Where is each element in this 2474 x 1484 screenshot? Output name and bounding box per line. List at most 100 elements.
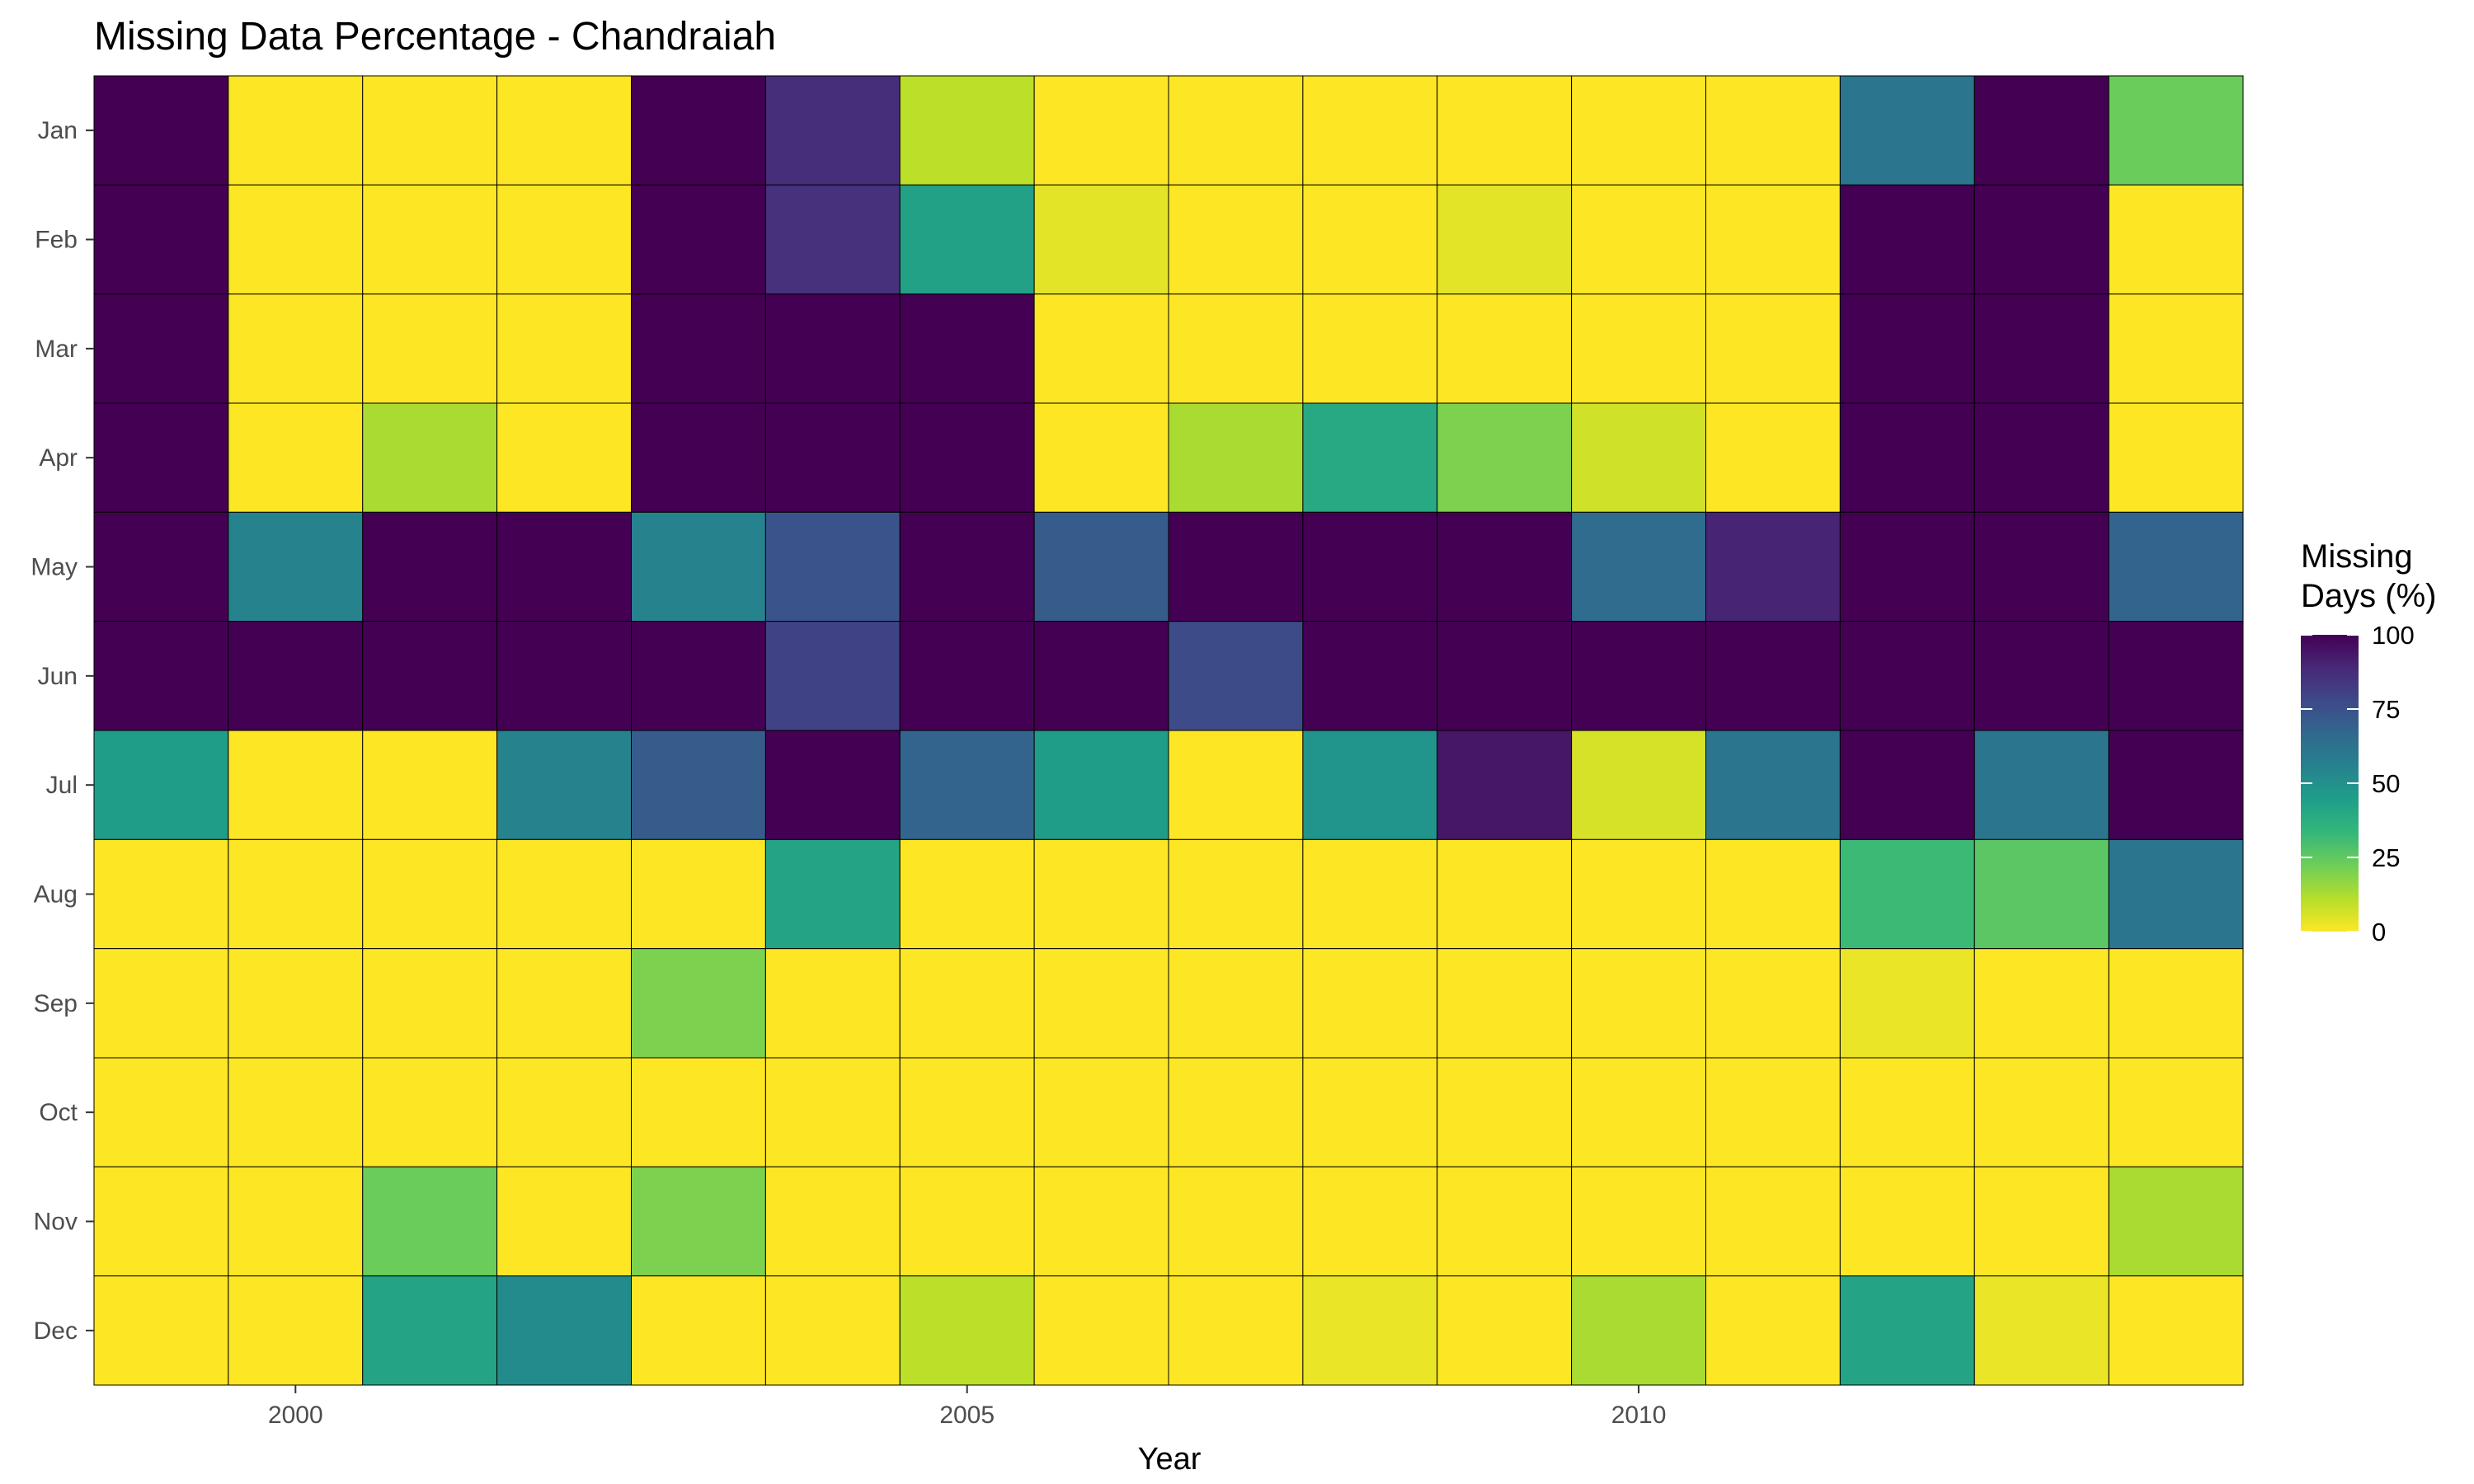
heatmap-cell-apr-2009 bbox=[1437, 402, 1573, 513]
y-tick-label-mar: Mar bbox=[35, 336, 78, 363]
heatmap-cell-oct-2001 bbox=[362, 1057, 498, 1167]
heatmap-cell-oct-2013 bbox=[1973, 1057, 2109, 1167]
heatmap-cell-jan-2001 bbox=[362, 75, 498, 186]
heatmap-cell-feb-2006 bbox=[1033, 184, 1169, 295]
heatmap-cell-dec-1999 bbox=[93, 1275, 229, 1386]
legend-label-25: 25 bbox=[2372, 843, 2400, 872]
heatmap-cell-jul-2004 bbox=[764, 730, 901, 840]
heatmap-cell-jul-2011 bbox=[1705, 730, 1841, 840]
heatmap-cell-mar-2005 bbox=[899, 294, 1035, 404]
heatmap-cell-sep-2000 bbox=[228, 948, 364, 1059]
heatmap-cell-sep-1999 bbox=[93, 948, 229, 1059]
heatmap-cell-jun-2014 bbox=[2108, 621, 2244, 731]
heatmap-cell-jan-2011 bbox=[1705, 75, 1841, 186]
heatmap-cell-dec-2011 bbox=[1705, 1275, 1841, 1386]
heatmap-cell-oct-1999 bbox=[93, 1057, 229, 1167]
heatmap-cell-feb-2001 bbox=[362, 184, 498, 295]
heatmap-cell-jan-2013 bbox=[1973, 75, 2109, 186]
y-tick-label-jan: Jan bbox=[38, 117, 78, 144]
heatmap-cell-may-2014 bbox=[2108, 511, 2244, 622]
heatmap-cell-may-2003 bbox=[631, 511, 766, 622]
heatmap-cell-sep-2013 bbox=[1973, 948, 2109, 1059]
heatmap-cell-sep-2007 bbox=[1168, 948, 1304, 1059]
heatmap-cell-nov-2010 bbox=[1571, 1166, 1706, 1277]
heatmap-cell-oct-2011 bbox=[1705, 1057, 1841, 1167]
heatmap-cell-feb-2004 bbox=[764, 184, 901, 295]
heatmap-cell-may-2010 bbox=[1571, 511, 1706, 622]
heatmap-cell-sep-2004 bbox=[764, 948, 901, 1059]
heatmap-cell-apr-2012 bbox=[1839, 402, 1975, 513]
heatmap-cell-may-2006 bbox=[1033, 511, 1169, 622]
heatmap-cell-nov-2002 bbox=[496, 1166, 632, 1277]
heatmap-cell-oct-2014 bbox=[2108, 1057, 2244, 1167]
heatmap-cell-oct-2002 bbox=[496, 1057, 632, 1167]
legend-title-line-2: Days (%) bbox=[2301, 578, 2436, 614]
heatmap-cell-aug-2005 bbox=[899, 838, 1035, 950]
heatmap-cell-jul-2012 bbox=[1839, 730, 1975, 840]
heatmap-cell-dec-2002 bbox=[496, 1275, 632, 1386]
heatmap-cell-mar-2001 bbox=[362, 294, 498, 404]
heatmap-cell-feb-2014 bbox=[2108, 184, 2244, 295]
heatmap-cell-apr-2002 bbox=[496, 402, 632, 513]
heatmap-cell-mar-2006 bbox=[1033, 294, 1169, 404]
y-tick-label-sep: Sep bbox=[34, 990, 78, 1017]
heatmap-cell-oct-2003 bbox=[631, 1057, 766, 1167]
heatmap-cell-jan-1999 bbox=[93, 75, 229, 186]
x-axis-title: Year bbox=[1138, 1442, 1202, 1477]
heatmap-cell-mar-2012 bbox=[1839, 294, 1975, 404]
heatmap-cell-jul-2003 bbox=[631, 730, 766, 840]
heatmap-cell-sep-2001 bbox=[362, 948, 498, 1059]
heatmap-cell-oct-2006 bbox=[1033, 1057, 1169, 1167]
heatmap-cell-oct-2007 bbox=[1168, 1057, 1304, 1167]
heatmap-cell-may-2007 bbox=[1168, 511, 1304, 622]
heatmap-cell-aug-1999 bbox=[93, 838, 229, 950]
heatmap-cell-mar-2008 bbox=[1302, 294, 1438, 404]
heatmap-cell-oct-2000 bbox=[228, 1057, 364, 1167]
heatmap-cell-aug-2014 bbox=[2108, 838, 2244, 950]
heatmap-cell-aug-2004 bbox=[764, 838, 901, 950]
heatmap-cell-sep-2010 bbox=[1571, 948, 1706, 1059]
heatmap-cell-apr-2011 bbox=[1705, 402, 1841, 513]
heatmap-cell-apr-2001 bbox=[362, 402, 498, 513]
heatmap-cell-nov-2000 bbox=[228, 1166, 364, 1277]
y-tick-label-dec: Dec bbox=[34, 1317, 78, 1345]
heatmap-cell-dec-2000 bbox=[228, 1275, 364, 1386]
chart-title: Missing Data Percentage - Chandraiah bbox=[94, 15, 776, 59]
heatmap-cell-jan-2006 bbox=[1033, 75, 1169, 186]
heatmap-cell-may-2012 bbox=[1839, 511, 1975, 622]
heatmap-cell-mar-1999 bbox=[93, 294, 229, 404]
heatmap-cell-aug-2013 bbox=[1973, 838, 2109, 950]
heatmap-cell-jan-2005 bbox=[899, 75, 1035, 186]
heatmap-cell-jul-1999 bbox=[93, 730, 229, 840]
heatmap-cell-apr-2013 bbox=[1973, 402, 2109, 513]
heatmap-cell-apr-2007 bbox=[1168, 402, 1304, 513]
heatmap-cell-jan-2000 bbox=[228, 75, 364, 186]
heatmap-cell-jan-2004 bbox=[764, 75, 901, 186]
heatmap-cell-jan-2007 bbox=[1168, 75, 1304, 186]
heatmap-cell-jun-2000 bbox=[228, 621, 364, 731]
heatmap-cell-sep-2003 bbox=[631, 948, 766, 1059]
heatmap-cell-aug-2000 bbox=[228, 838, 364, 950]
heatmap-cell-dec-2012 bbox=[1839, 1275, 1975, 1386]
heatmap-cell-may-2001 bbox=[362, 511, 498, 622]
legend-label-0: 0 bbox=[2372, 918, 2386, 946]
legend-label-100: 100 bbox=[2372, 621, 2415, 650]
heatmap-cell-jun-2004 bbox=[764, 621, 901, 731]
heatmap-cell-sep-2014 bbox=[2108, 948, 2244, 1059]
heatmap-cell-aug-2009 bbox=[1437, 838, 1573, 950]
heatmap-cell-aug-2012 bbox=[1839, 838, 1975, 950]
heatmap-cell-mar-2014 bbox=[2108, 294, 2244, 404]
heatmap-cell-dec-2005 bbox=[899, 1275, 1035, 1386]
heatmap-cell-sep-2011 bbox=[1705, 948, 1841, 1059]
heatmap-cell-jun-2005 bbox=[899, 621, 1035, 731]
heatmap-cell-jun-2013 bbox=[1973, 621, 2109, 731]
heatmap-cell-jan-2014 bbox=[2108, 75, 2244, 186]
heatmap-cell-dec-2014 bbox=[2108, 1275, 2244, 1386]
heatmap-cell-mar-2003 bbox=[631, 294, 766, 404]
heatmap-cell-nov-2007 bbox=[1168, 1166, 1304, 1277]
heatmap-cell-jul-2010 bbox=[1571, 730, 1706, 840]
heatmap-cell-jul-2005 bbox=[899, 730, 1035, 840]
heatmap-cells bbox=[93, 75, 2244, 1386]
heatmap-cell-dec-2003 bbox=[631, 1275, 766, 1386]
